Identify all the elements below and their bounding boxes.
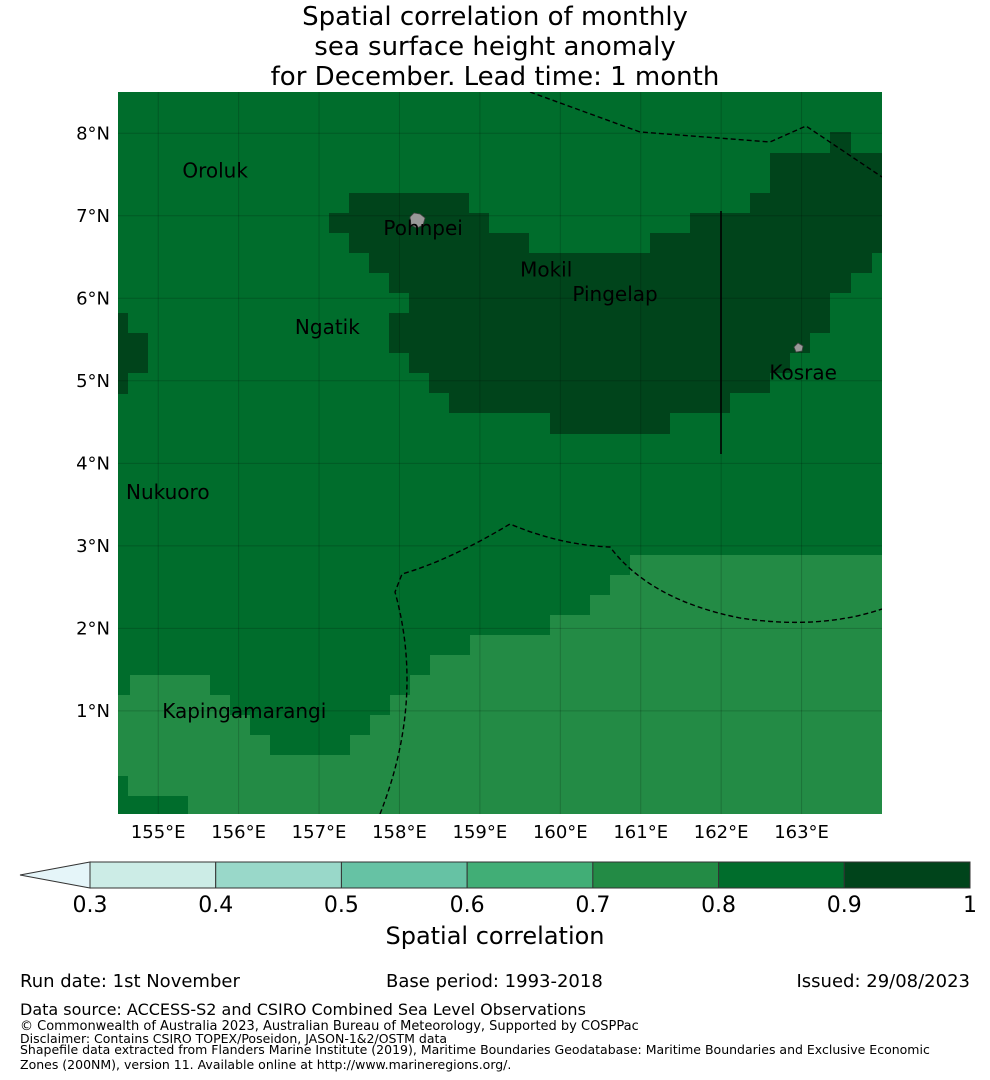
colorbar-bin [718, 861, 845, 889]
pohnpei-island [409, 212, 426, 229]
colorbar-bin [843, 861, 971, 889]
colorbar-extend-arrow [19, 861, 91, 889]
colorbar-bin [89, 861, 217, 889]
longitude-label: 159°E [453, 822, 508, 843]
chart-title: Spatial correlation of monthly sea surfa… [0, 2, 990, 92]
colorbar-bin [215, 861, 342, 889]
eez-boundaries [379, 92, 882, 814]
colorbar-title: Spatial correlation [385, 922, 604, 950]
map-area [118, 92, 882, 814]
title-line-1: Spatial correlation of monthly [302, 2, 688, 32]
shapefile-credit: Shapefile data extracted from Flanders M… [20, 1042, 930, 1072]
kosrae-island [793, 342, 804, 353]
colorbar-tick-label: 0.7 [575, 893, 610, 918]
colorbar-tick-label: 0.9 [827, 893, 862, 918]
longitude-label: 156°E [211, 822, 266, 843]
colorbar-bins [89, 861, 971, 889]
colorbar-tick-label: 0.5 [324, 893, 359, 918]
colorbar-tick-label: 0.8 [701, 893, 736, 918]
latitude-label: 5°N [76, 371, 110, 392]
longitude-labels: 155°E 156°E 157°E 158°E 159°E 160°E 161°E 162°E… [131, 822, 829, 843]
place-label-pingelap: Pingelap [572, 282, 657, 306]
copyright: © Commonwealth of Australia 2023, Austra… [20, 1019, 639, 1034]
latitude-label: 1°N [76, 701, 110, 722]
longitude-label: 163°E [774, 822, 829, 843]
latitude-label: 8°N [76, 123, 110, 144]
place-label-pohnpei: Pohnpei [383, 216, 463, 240]
place-label-ngatik: Ngatik [295, 315, 360, 339]
colorbar-tick-label: 1 [963, 893, 977, 918]
latitude-label: 7°N [76, 206, 110, 227]
latitude-label: 2°N [76, 618, 110, 639]
colorbar-bin [340, 861, 468, 889]
longitude-label: 155°E [131, 822, 186, 843]
corr-region-0.9-1.0-west [118, 313, 148, 394]
place-label-nukuoro: Nukuoro [126, 480, 210, 504]
corr-region-0.9-1.0 [329, 132, 882, 434]
run-date: Run date: 1st November [20, 971, 240, 992]
longitude-label: 158°E [372, 822, 427, 843]
longitude-label: 161°E [613, 822, 668, 843]
colorbar-tick-label: 0.3 [73, 893, 108, 918]
corr-region-0.7-0.8 [118, 555, 882, 814]
longitude-label: 162°E [694, 822, 749, 843]
latitude-label: 3°N [76, 536, 110, 557]
place-label-kapingamarangi: Kapingamarangi [162, 699, 326, 723]
eez-boundary-south [379, 523, 882, 814]
colorbar-tick-labels: 0.3 0.4 0.5 0.6 0.7 0.8 0.9 1 [73, 893, 978, 918]
data-source: Data source: ACCESS-S2 and CSIRO Combine… [20, 1000, 586, 1019]
place-label-oroluk: Oroluk [182, 158, 248, 182]
latitude-label: 4°N [76, 453, 110, 474]
title-line-2: sea surface height anomaly [314, 32, 676, 62]
longitude-label: 160°E [533, 822, 588, 843]
colorbar-bin [592, 861, 720, 889]
latitude-labels: 8°N 7°N 6°N 5°N 4°N 3°N 2°N 1°N [76, 123, 110, 722]
place-label-kosrae: Kosrae [769, 361, 837, 385]
latitude-label: 6°N [76, 288, 110, 309]
colorbar-bin [466, 861, 594, 889]
colorbar-tick-label: 0.4 [198, 893, 233, 918]
base-period: Base period: 1993-2018 [386, 971, 603, 992]
disclaimer: Disclaimer: Contains CSIRO TOPEX/Poseido… [20, 1031, 448, 1046]
colorbar-tick-label: 0.6 [450, 893, 485, 918]
title-line-3: for December. Lead time: 1 month [270, 62, 720, 92]
colorbar: 0.3 0.4 0.5 0.6 0.7 0.8 0.9 1 Spatial correlati… [19, 861, 978, 950]
issued-date: Issued: 29/08/2023 [796, 971, 970, 992]
longitude-label: 157°E [292, 822, 347, 843]
place-label-mokil: Mokil [520, 257, 572, 281]
